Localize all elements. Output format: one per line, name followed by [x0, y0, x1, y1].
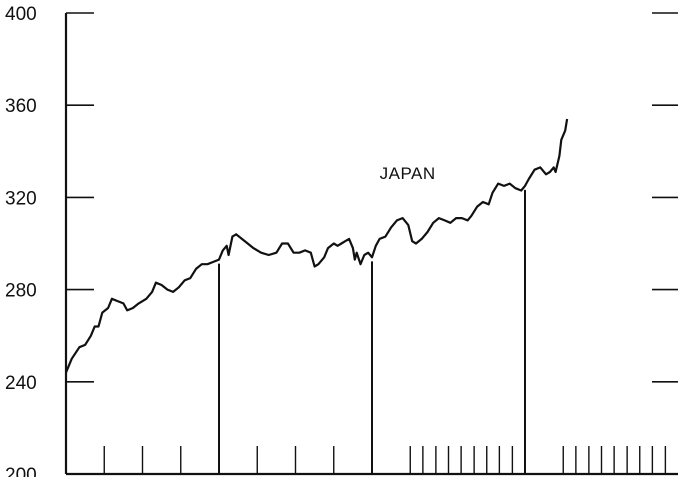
y-tick-label-320: 320	[5, 188, 37, 209]
y-tick-label-200: 200	[5, 465, 37, 477]
annotation-0: JAPAN	[380, 164, 436, 183]
y-tick-label-280: 280	[5, 281, 37, 302]
y-tick-label-360: 360	[5, 96, 37, 117]
y-tick-label-400: 400	[5, 4, 37, 25]
y-axis-tick-labels: 200 240 280 320 360 400	[5, 4, 37, 477]
annotations: JAPAN	[380, 164, 436, 183]
y-tick-label-240: 240	[5, 373, 37, 394]
series-group	[64, 118, 569, 374]
series-line-0	[64, 118, 569, 374]
x-axis-ticks	[103, 189, 667, 474]
